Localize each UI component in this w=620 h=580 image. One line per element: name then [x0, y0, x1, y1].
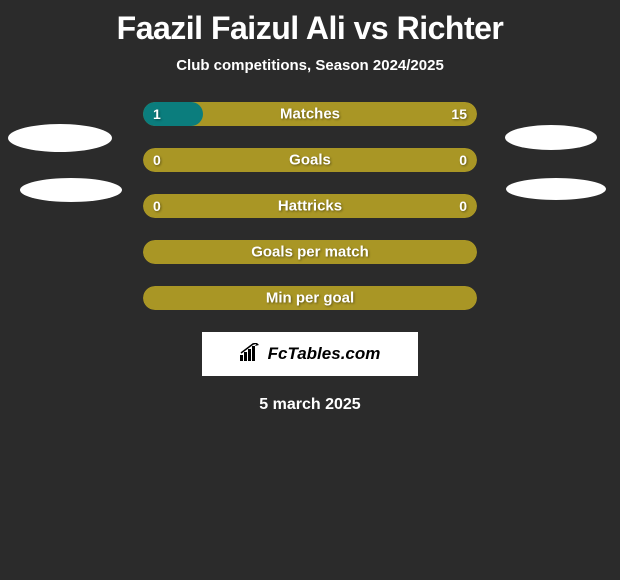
date-text: 5 march 2025 — [0, 396, 620, 414]
bar-label: Min per goal — [266, 290, 354, 307]
logo-text: FcTables.com — [268, 344, 381, 364]
bar-value-left: 1 — [153, 106, 161, 122]
stat-bar: Matches 1 15 — [143, 102, 477, 126]
player-right-ellipse-1 — [505, 125, 597, 150]
stats-container: Matches 1 15 Goals 0 0 Hattricks 0 0 Goals per ma… — [143, 102, 477, 310]
stat-bar: Hattricks 0 0 — [143, 194, 477, 218]
player-left-ellipse-1 — [8, 124, 112, 152]
logo-box: FcTables.com — [202, 332, 418, 376]
player-right-ellipse-2 — [506, 178, 606, 200]
stat-bar: Goals 0 0 — [143, 148, 477, 172]
bar-label: Goals per match — [251, 244, 369, 261]
stat-bar: Min per goal — [143, 286, 477, 310]
bar-value-right: 15 — [451, 106, 467, 122]
bar-label: Matches — [280, 106, 340, 123]
bar-value-right: 0 — [459, 198, 467, 214]
player-left-ellipse-2 — [20, 178, 122, 202]
page-title: Faazil Faizul Ali vs Richter — [0, 0, 620, 47]
bar-value-left: 0 — [153, 152, 161, 168]
bar-value-left: 0 — [153, 198, 161, 214]
bar-label: Goals — [289, 152, 331, 169]
stat-bar: Goals per match — [143, 240, 477, 264]
bar-label: Hattricks — [278, 198, 342, 215]
bar-value-right: 0 — [459, 152, 467, 168]
logo-chart-icon — [240, 343, 262, 366]
subtitle: Club competitions, Season 2024/2025 — [0, 57, 620, 74]
